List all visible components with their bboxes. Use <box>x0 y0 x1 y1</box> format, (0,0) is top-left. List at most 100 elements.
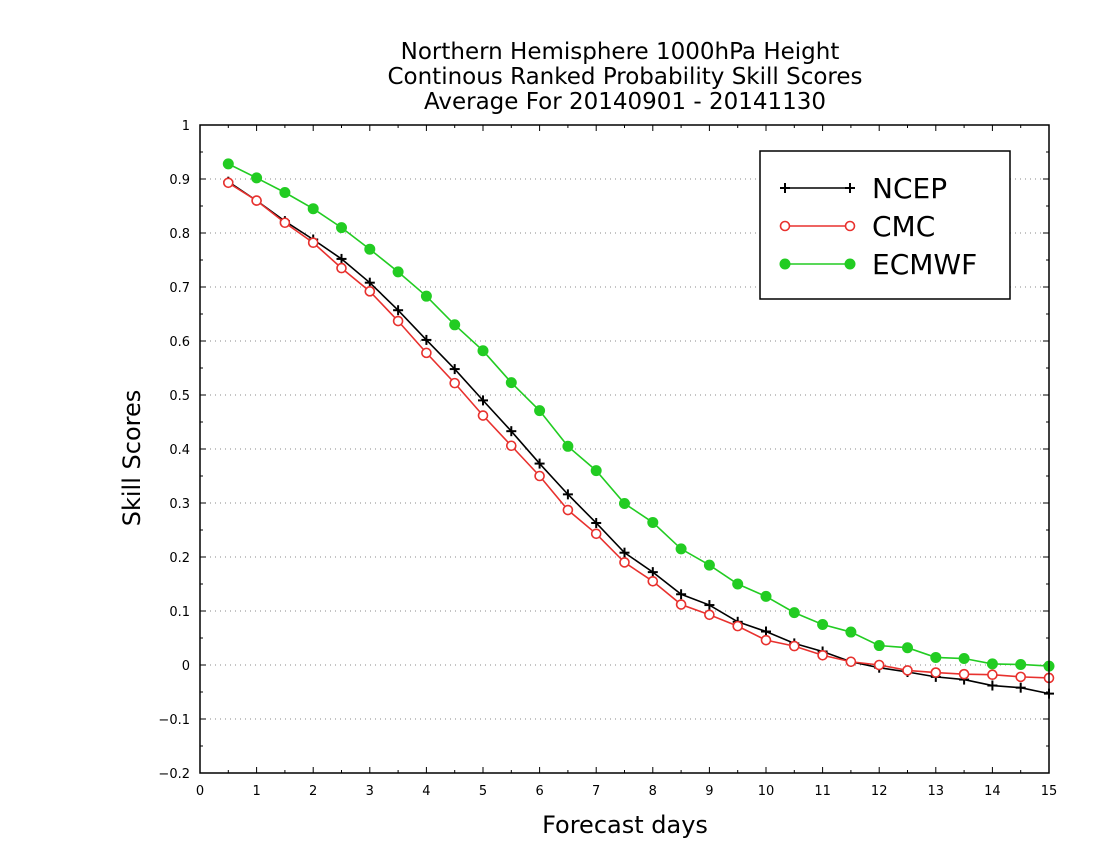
y-axis-label: Skill Scores <box>118 390 146 527</box>
y-tick-label: 0.2 <box>169 551 190 566</box>
data-point-cmc <box>732 620 744 632</box>
data-point-cmc <box>902 665 913 676</box>
data-point-ncep <box>619 547 630 558</box>
data-point-cmc <box>562 504 574 516</box>
data-point-ecmwf <box>817 619 829 630</box>
x-tick-label: 11 <box>814 784 831 799</box>
x-tick-label: 12 <box>871 784 888 799</box>
y-tick-label: 0.4 <box>169 443 190 458</box>
x-tick-label: 5 <box>479 784 487 799</box>
chart-title: Northern Hemisphere 1000hPa Height Conti… <box>387 39 862 115</box>
data-point-ecmwf <box>420 290 432 302</box>
data-point-cmc <box>279 217 291 229</box>
data-point-ncep <box>336 253 347 264</box>
legend-item-ecmwf: ECMWF <box>779 248 977 281</box>
x-tick-label: 10 <box>758 784 775 799</box>
data-point-cmc <box>421 347 432 359</box>
legend-marker-right-cmc <box>844 220 856 232</box>
data-point-ecmwf <box>986 658 998 670</box>
data-point-ncep <box>591 517 602 528</box>
x-tick-label: 1 <box>252 784 260 799</box>
x-tick-label: 7 <box>592 784 600 799</box>
y-tick-label: 0.5 <box>169 389 190 404</box>
data-point-cmc <box>307 237 319 249</box>
chart-title-line-1: Northern Hemisphere 1000hPa Height <box>401 39 840 65</box>
data-point-ecmwf <box>562 440 574 452</box>
data-point-ncep <box>393 305 404 316</box>
data-point-cmc <box>760 634 772 646</box>
data-point-cmc <box>704 609 715 621</box>
y-tick-label: −0.1 <box>158 713 190 728</box>
data-point-cmc <box>987 669 998 681</box>
data-point-ncep <box>1015 682 1026 693</box>
data-point-ncep <box>421 334 432 345</box>
data-point-ecmwf <box>1015 658 1027 670</box>
legend-label-ecmwf: ECMWF <box>872 248 977 281</box>
data-point-ecmwf <box>732 578 744 590</box>
data-point-ecmwf <box>534 405 546 417</box>
x-tick-label: 9 <box>705 784 713 799</box>
legend-label-ncep: NCEP <box>872 172 947 205</box>
y-tick-label: 1 <box>182 119 190 134</box>
x-tick-label: 14 <box>984 784 1001 799</box>
data-point-ncep <box>506 426 517 437</box>
data-point-ncep <box>562 489 573 500</box>
x-tick-label: 4 <box>422 784 430 799</box>
data-point-cmc <box>364 286 376 297</box>
plot-frame <box>199 124 1050 774</box>
data-point-cmc <box>1015 671 1027 683</box>
data-point-ecmwf <box>619 498 630 510</box>
data-point-ncep <box>364 277 375 288</box>
legend: NCEP CMC ECMWF <box>759 150 1011 300</box>
data-point-cmc <box>590 528 602 540</box>
data-point-ncep <box>534 458 545 469</box>
data-point-cmc <box>223 177 234 189</box>
data-point-cmc <box>958 668 970 680</box>
data-point-cmc <box>930 667 942 678</box>
data-point-ncep <box>676 589 687 600</box>
y-tick-label: 0.1 <box>169 605 190 620</box>
data-point-cmc <box>619 557 630 568</box>
data-point-ecmwf <box>307 203 319 215</box>
data-point-cmc <box>675 599 687 610</box>
data-point-cmc <box>449 377 461 389</box>
data-point-ecmwf <box>675 543 687 555</box>
data-point-ecmwf <box>336 222 347 234</box>
legend-marker-left-ncep <box>780 183 790 193</box>
data-point-ecmwf <box>505 377 517 389</box>
data-point-ecmwf <box>449 319 461 331</box>
data-point-cmc <box>392 315 404 327</box>
data-point-cmc <box>251 195 262 206</box>
series-cmc <box>223 177 1055 684</box>
data-point-ecmwf <box>647 516 659 528</box>
data-point-ncep <box>761 626 771 637</box>
legend-label-cmc: CMC <box>872 210 935 243</box>
y-tick-label: 0.3 <box>169 497 190 512</box>
data-point-ecmwf <box>392 266 404 278</box>
y-tick-label: −0.2 <box>158 767 190 782</box>
data-point-ncep <box>449 364 460 375</box>
data-point-ncep <box>987 680 998 691</box>
data-point-ecmwf <box>930 651 942 663</box>
data-point-ecmwf <box>703 559 715 571</box>
legend-marker-left-cmc <box>779 220 791 232</box>
x-tick-label: 15 <box>1041 784 1058 799</box>
x-tick-label: 13 <box>928 784 945 799</box>
data-point-ncep <box>647 567 658 578</box>
y-tick-label: 0.8 <box>169 227 190 242</box>
data-point-ecmwf <box>251 172 263 184</box>
data-point-ecmwf <box>902 642 913 654</box>
data-point-cmc <box>788 640 800 652</box>
data-point-ecmwf <box>958 653 970 665</box>
series-ecmwf <box>222 158 1055 672</box>
y-tick-label: 0.9 <box>169 173 190 188</box>
data-point-ecmwf <box>845 626 857 638</box>
y-tick-label: 0.6 <box>169 335 190 350</box>
data-series <box>222 158 1055 699</box>
data-point-ecmwf <box>364 243 376 255</box>
legend-marker-right-ecmwf <box>844 258 856 270</box>
data-point-ncep <box>704 600 715 611</box>
legend-item-cmc: CMC <box>779 210 935 243</box>
x-axis-label: Forecast days <box>542 811 708 839</box>
